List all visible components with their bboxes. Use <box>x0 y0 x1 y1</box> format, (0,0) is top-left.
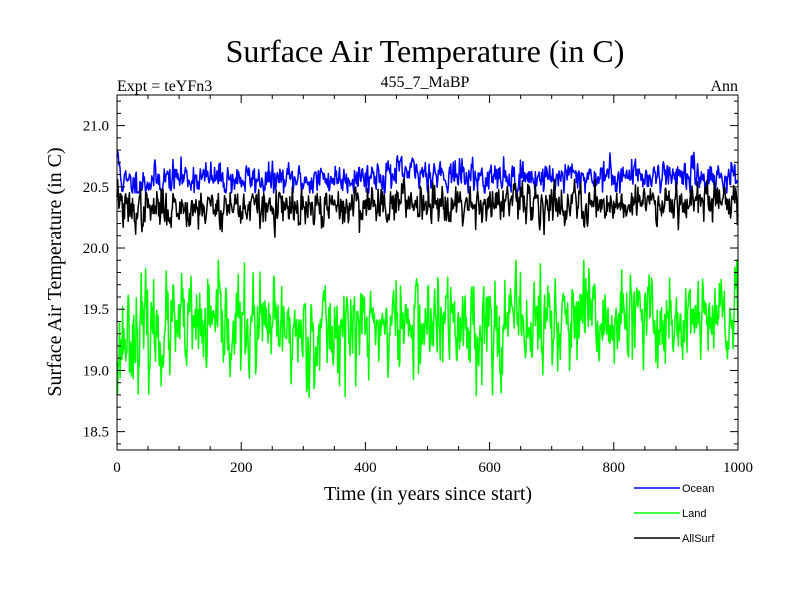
experiment-label: Expt = teYFn3 <box>117 78 212 95</box>
legend-label-ocean: Ocean <box>682 483 714 495</box>
x-tick-label: 600 <box>478 460 501 476</box>
x-tick-label: 0 <box>113 460 121 476</box>
legend-label-allsurf: AllSurf <box>682 533 715 545</box>
chart-title: Surface Air Temperature (in C) <box>226 33 625 69</box>
series-line-allsurf <box>116 178 739 238</box>
x-axis: 0 200 400 600 800 1000 <box>113 95 753 476</box>
y-tick-label: 21.0 <box>83 119 109 135</box>
period-label: 455_7_MaBP <box>381 74 470 91</box>
y-tick-label: 20.5 <box>83 180 109 196</box>
y-axis: 18.5 19.0 19.5 20.0 20.5 21.0 <box>83 100 738 445</box>
y-tick-label: 19.5 <box>83 302 109 318</box>
legend-label-land: Land <box>682 508 706 520</box>
x-axis-label: Time (in years since start) <box>324 483 532 505</box>
x-tick-label: 1000 <box>723 460 753 476</box>
x-tick-label: 400 <box>354 460 377 476</box>
x-tick-label: 800 <box>603 460 626 476</box>
y-tick-label: 18.5 <box>83 425 109 441</box>
y-axis-label: Surface Air Temperature (in C) <box>44 147 66 396</box>
series-line-land <box>116 259 739 399</box>
y-tick-label: 20.0 <box>83 241 109 257</box>
x-tick-label: 200 <box>230 460 253 476</box>
series-line-ocean <box>116 150 739 194</box>
plot-lines <box>116 150 739 399</box>
legend: Ocean Land AllSurf <box>634 483 715 545</box>
y-tick-label: 19.0 <box>83 363 109 379</box>
season-label: Ann <box>710 78 738 95</box>
plot-frame <box>116 94 739 451</box>
